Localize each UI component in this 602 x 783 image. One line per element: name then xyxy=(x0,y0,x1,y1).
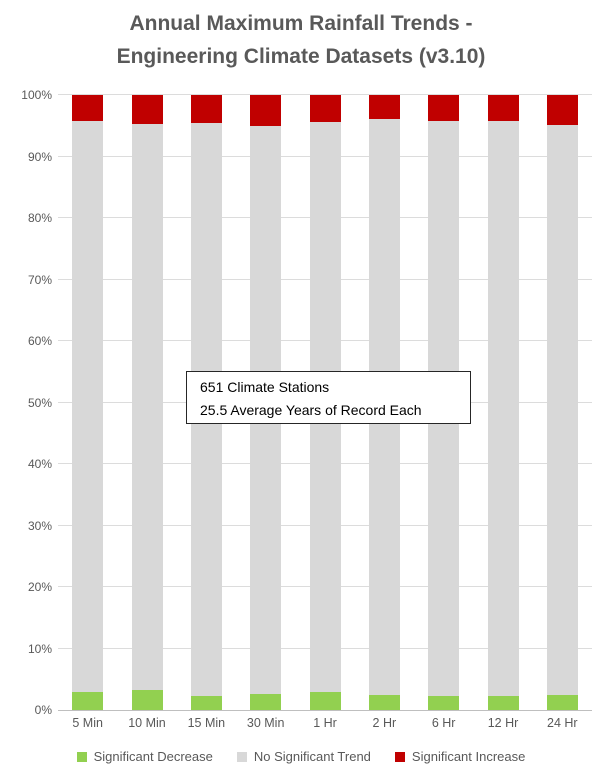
bar-segment-significant-increase xyxy=(190,95,222,123)
legend-item-significant-increase: Significant Increase xyxy=(394,749,526,764)
legend-label-significant-increase: Significant Increase xyxy=(411,749,526,764)
legend-swatch-significant-decrease-icon xyxy=(76,751,87,762)
chart-title-line-2: Engineering Climate Datasets (v3.10) xyxy=(116,45,486,68)
chart-title: Annual Maximum Rainfall Trends - Enginee… xyxy=(0,7,602,73)
legend-label-significant-decrease: Significant Decrease xyxy=(93,749,213,764)
bar-segment-significant-decrease xyxy=(190,696,222,710)
x-axis-label-12-hr: 12 Hr xyxy=(487,716,519,730)
annotation-line-2: 25.5 Average Years of Record Each xyxy=(200,402,422,418)
y-axis-tick-label: 20% xyxy=(27,580,52,594)
bar-segment-significant-decrease xyxy=(546,695,578,710)
x-axis-label-24-hr: 24 Hr xyxy=(547,716,578,730)
x-axis-label-15-min: 15 Min xyxy=(187,716,226,730)
bar-segment-significant-decrease xyxy=(72,691,104,710)
bar-10-min xyxy=(131,95,163,710)
x-axis-line xyxy=(58,710,592,711)
bar-segment-significant-increase xyxy=(487,95,519,121)
chart-title-line-1: Annual Maximum Rainfall Trends - xyxy=(129,12,473,35)
legend-item-significant-decrease: Significant Decrease xyxy=(76,749,213,764)
y-axis-tick-label: 100% xyxy=(21,88,52,102)
legend-swatch-no-significant-trend-icon xyxy=(236,751,247,762)
bar-segment-significant-increase xyxy=(131,95,163,124)
y-axis-tick-label: 50% xyxy=(27,395,52,410)
annotation-line-1: 651 Climate Stations xyxy=(200,379,330,395)
annotation-box: 651 Climate Stations 25.5 Average Years … xyxy=(186,371,471,424)
legend-swatch-significant-increase-icon xyxy=(394,751,405,762)
bar-segment-significant-increase xyxy=(368,95,400,119)
bar-segment-significant-decrease xyxy=(131,690,163,710)
bar-segment-significant-decrease xyxy=(250,694,282,710)
bar-segment-no-significant-trend xyxy=(72,121,104,692)
legend-item-no-significant-trend: No Significant Trend xyxy=(236,749,371,764)
bar-segment-no-significant-trend xyxy=(546,124,578,696)
bar-segment-significant-increase xyxy=(250,95,282,126)
bar-segment-significant-decrease xyxy=(487,695,519,710)
bar-5-min xyxy=(72,95,104,710)
y-axis-tick-label: 90% xyxy=(27,149,52,164)
bar-segment-significant-increase xyxy=(546,95,578,125)
bar-segment-significant-decrease xyxy=(309,691,341,710)
bar-segment-no-significant-trend xyxy=(131,123,163,691)
y-axis-tick-label: 80% xyxy=(27,211,52,225)
plot-area xyxy=(58,94,592,711)
y-axis-tick-label: 70% xyxy=(27,272,52,287)
y-axis-tick-label: 60% xyxy=(27,334,52,348)
x-axis-label-1-hr: 1 Hr xyxy=(313,716,337,730)
bar-segment-significant-increase xyxy=(428,95,460,121)
x-axis-label-6-hr: 6 Hr xyxy=(431,716,456,730)
x-axis-label-2-hr: 2 Hr xyxy=(372,716,397,730)
y-axis-tick-label: 0% xyxy=(34,703,52,717)
gridline-100% xyxy=(58,94,592,95)
y-axis-tick-label: 40% xyxy=(27,457,52,471)
bar-12-hr xyxy=(487,95,519,710)
y-axis-tick-label: 30% xyxy=(27,518,52,533)
legend-label-no-significant-trend: No Significant Trend xyxy=(253,749,371,764)
bar-segment-no-significant-trend xyxy=(487,120,519,696)
bar-segment-significant-decrease xyxy=(368,694,400,710)
bar-segment-significant-decrease xyxy=(428,695,460,710)
bar-24-hr xyxy=(546,95,578,710)
x-axis-label-10-min: 10 Min xyxy=(128,716,166,730)
x-axis-label-30-min: 30 Min xyxy=(246,716,285,730)
legend: Significant Decrease No Significant Trend… xyxy=(0,749,602,764)
y-axis-tick-label: 10% xyxy=(27,641,52,656)
bar-segment-significant-increase xyxy=(309,95,341,123)
x-axis-label-5-min: 5 Min xyxy=(72,716,103,730)
bar-segment-significant-increase xyxy=(72,95,104,122)
